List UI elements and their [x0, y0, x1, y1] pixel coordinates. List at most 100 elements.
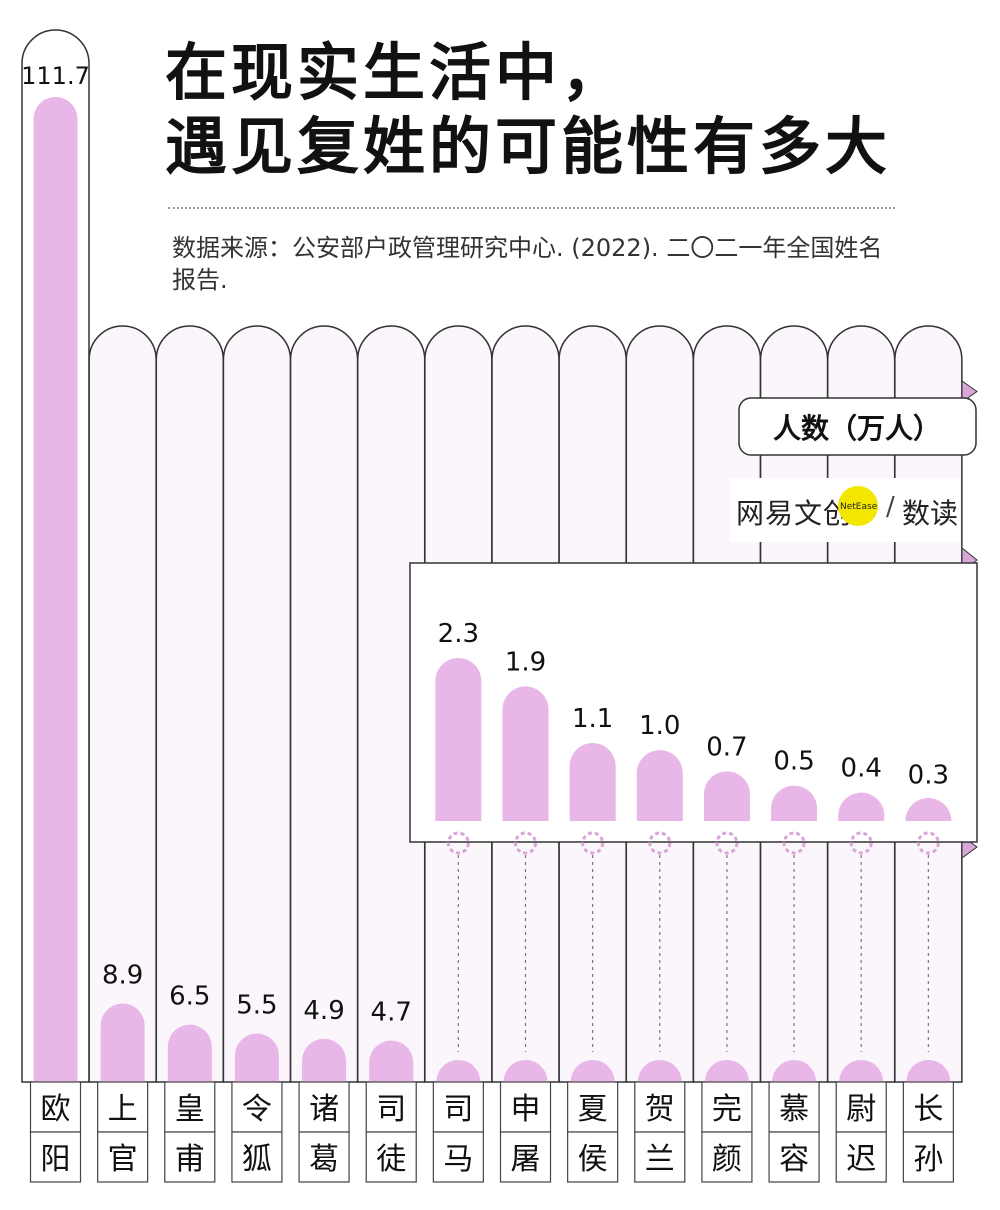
category-label: 迟	[846, 1142, 876, 1177]
inset-value-label: 0.5	[773, 747, 814, 777]
value-label: 6.5	[169, 982, 210, 1012]
inset-value-label: 1.1	[572, 704, 613, 734]
inset-frame	[409, 562, 978, 843]
category-box	[29, 1131, 82, 1183]
category-label: 欧	[41, 1092, 71, 1127]
tube	[356, 325, 426, 1083]
category-box	[365, 1081, 417, 1133]
source-note: 数据来源：公安部户政管理研究中心. (2022). 二〇二一年全国姓名报告.	[172, 234, 883, 294]
bar	[369, 1040, 414, 1082]
bar	[570, 1060, 615, 1082]
category-box	[298, 1131, 350, 1183]
category-box	[298, 1081, 350, 1133]
category-box	[567, 1131, 619, 1183]
value-label: 4.7	[371, 998, 412, 1028]
inset-bar	[502, 686, 549, 821]
zoom-marker-icon	[916, 831, 940, 855]
category-label: 令	[242, 1092, 272, 1127]
zoom-marker-icon	[514, 831, 537, 855]
bar	[772, 1060, 817, 1082]
category-box	[634, 1131, 686, 1183]
tube	[155, 325, 225, 1083]
page-title: 在现实生活中， 遇见复姓的可能性有多大	[165, 36, 891, 184]
category-label: 马	[443, 1142, 473, 1177]
category-label: 尉	[846, 1092, 876, 1127]
category-box	[164, 1131, 216, 1183]
inset-value-label: 0.3	[908, 761, 949, 791]
category-label: 申	[511, 1092, 541, 1127]
category-label: 皇	[175, 1092, 205, 1127]
bar-layer	[33, 97, 951, 1082]
inset-value-label: 0.7	[706, 732, 747, 762]
value-label: 5.5	[236, 990, 277, 1020]
inset-bar	[838, 792, 885, 821]
inset-value-label: 2.3	[438, 619, 479, 649]
value-label-layer: 111.7 8.9 6.5 5.5 4.9 4.7	[21, 62, 412, 1028]
title-line-1: 在现实生活中，	[165, 36, 628, 109]
category-box	[701, 1131, 753, 1183]
zoom-connector-icon	[961, 380, 978, 403]
dotted-divider	[168, 207, 895, 209]
category-box	[432, 1131, 484, 1183]
category-box	[29, 1081, 82, 1133]
inset-bar	[435, 658, 482, 821]
bar	[234, 1033, 279, 1082]
inset-bar	[636, 750, 683, 821]
brand-logo: 网易文创 NetEase / 数读	[730, 478, 960, 542]
category-label: 狐	[242, 1142, 272, 1177]
category-box	[835, 1081, 887, 1133]
category-label: 贺	[645, 1092, 675, 1127]
legend-box	[738, 397, 977, 456]
bar	[167, 1024, 212, 1082]
bar	[637, 1060, 682, 1082]
bar	[503, 1060, 548, 1082]
category-box	[499, 1131, 552, 1183]
brand-slash: /	[886, 492, 895, 522]
category-label: 官	[108, 1142, 138, 1177]
category-label: 上	[108, 1092, 138, 1127]
category-box	[231, 1131, 283, 1183]
value-label: 4.9	[303, 996, 344, 1026]
category-label: 葛	[309, 1142, 339, 1177]
zoom-marker-icon	[715, 831, 739, 855]
category-label: 颜	[712, 1142, 742, 1177]
category-box	[164, 1081, 216, 1133]
category-label: 孙	[913, 1142, 943, 1177]
zoom-marker-icon	[782, 831, 806, 855]
zoom-marker-icon	[581, 831, 605, 855]
category-label: 司	[376, 1092, 406, 1127]
bar	[704, 1060, 749, 1082]
category-box	[567, 1081, 619, 1133]
brand-dot-icon	[838, 486, 878, 526]
brand-badge: NetEase	[840, 502, 878, 512]
inset-bar	[905, 798, 952, 821]
category-label: 慕	[779, 1092, 809, 1127]
category-label: 诸	[309, 1092, 339, 1127]
category-label: 屠	[511, 1142, 541, 1177]
category-label: 甫	[175, 1142, 205, 1177]
category-box	[97, 1131, 149, 1183]
category-box	[768, 1081, 820, 1133]
category-label: 侯	[578, 1142, 608, 1177]
tube-layer	[21, 29, 963, 1083]
bar	[33, 97, 78, 1082]
tube	[88, 325, 157, 1083]
legend-unit-label: 人数（万人）	[773, 412, 941, 445]
brand-section: 数读	[902, 497, 959, 530]
tube	[289, 325, 359, 1083]
category-label: 夏	[578, 1092, 608, 1127]
inset-bar	[771, 785, 818, 821]
category-box	[768, 1131, 820, 1183]
zoom-marker-icon	[446, 831, 470, 855]
category-box	[835, 1131, 887, 1183]
bar	[906, 1060, 951, 1082]
zoom-marker-icon	[648, 831, 672, 855]
brand-name: 网易文创	[736, 497, 853, 530]
bar	[839, 1060, 884, 1082]
bar	[302, 1038, 347, 1082]
title-line-2: 遇见复姓的可能性有多大	[165, 110, 892, 183]
legend-layer: 人数（万人）	[738, 397, 977, 456]
